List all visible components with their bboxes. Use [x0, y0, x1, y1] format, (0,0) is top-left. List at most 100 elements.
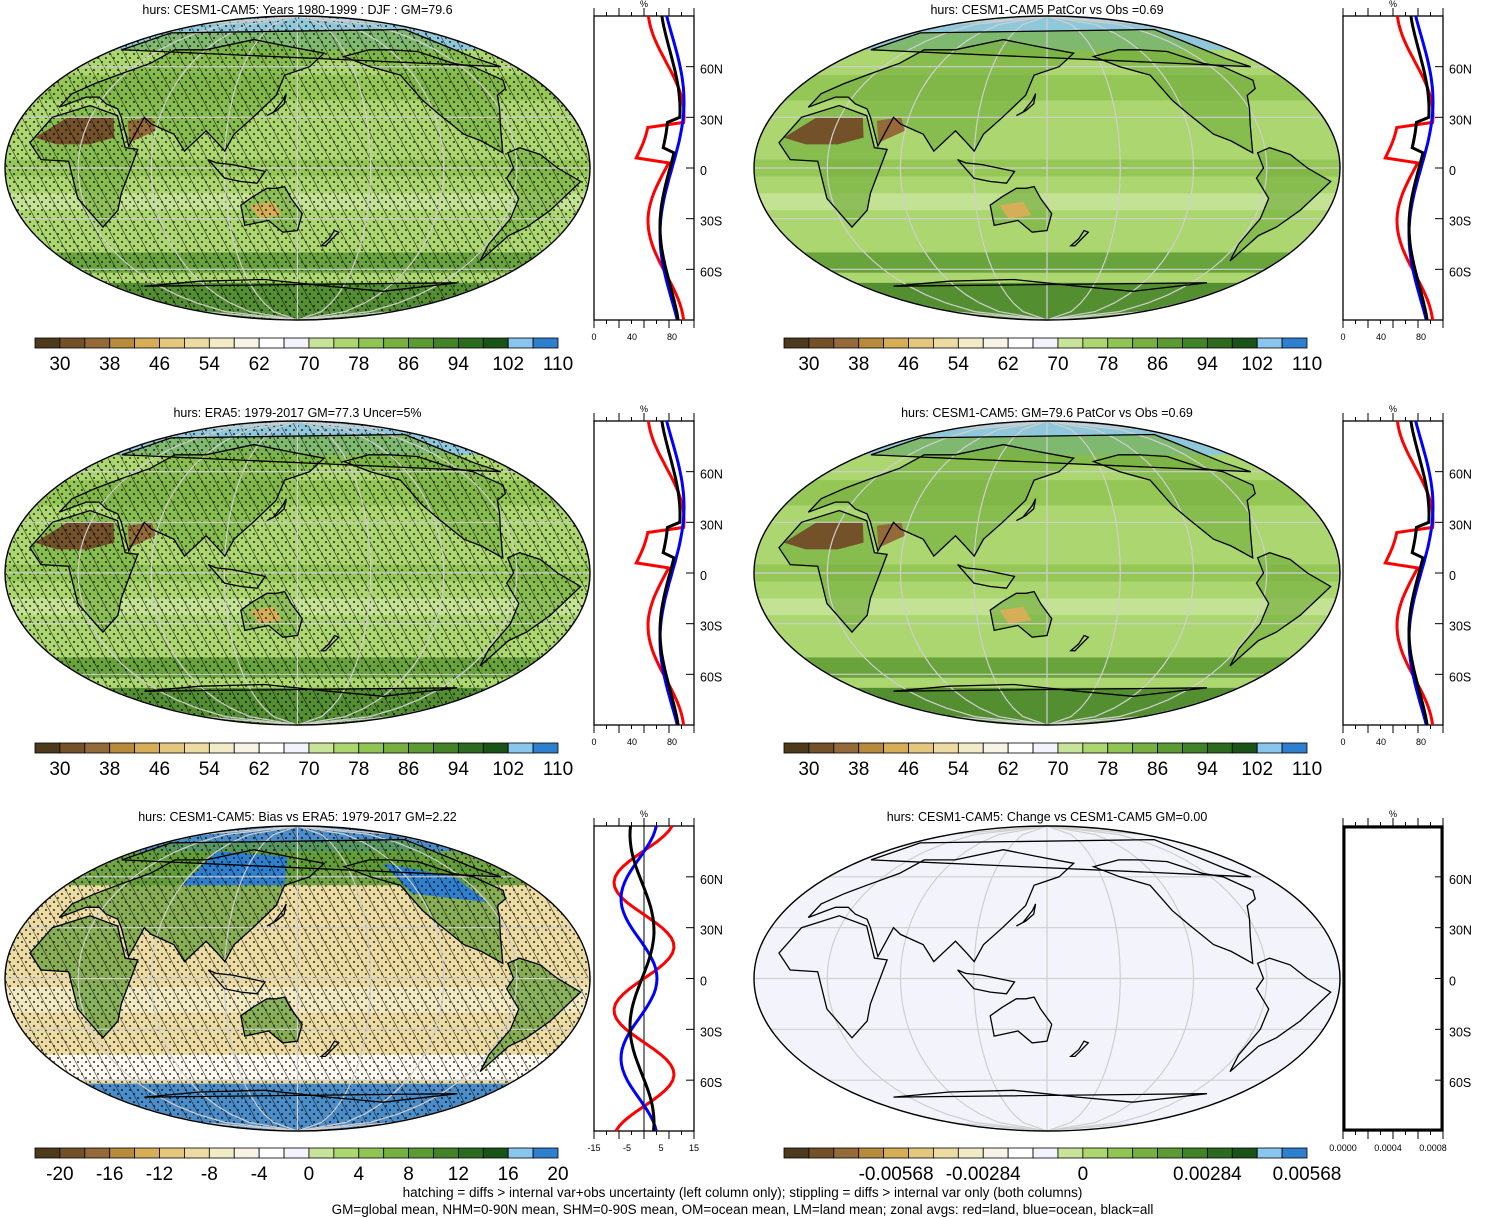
colorbar-label: 30	[49, 354, 70, 375]
coast-japan	[1016, 903, 1037, 927]
zonal-lat-label: 0	[1449, 569, 1456, 583]
coast-indonesia	[957, 158, 1016, 184]
colorbar-5: -0.00568 -0.00284 0 0.00284 0.00568	[783, 1147, 1341, 1185]
footer-line-1: hatching = diffs > internal var+obs unce…	[402, 1185, 1083, 1200]
zonal-all-curve	[658, 420, 682, 726]
zonal-panel-0: % 60N 30N 0 30S 60S 0 40 80	[591, 0, 722, 342]
colorbar-swatch	[883, 337, 909, 349]
map-panel-2	[4, 420, 591, 726]
colorbar-swatch	[233, 1147, 260, 1159]
colorbar-label: 78	[348, 354, 369, 375]
colorbar-swatch	[982, 742, 1009, 754]
meridian-line	[1046, 421, 1195, 725]
zonal-x-tick-label: 80	[667, 332, 677, 342]
map-panel-3	[753, 420, 1341, 726]
coastlines	[29, 28, 582, 292]
zonal-ocean-curve	[658, 420, 686, 726]
coast-greenland	[121, 28, 502, 68]
coast-eurasia	[58, 38, 326, 153]
colorbar-swatch	[1281, 337, 1308, 349]
zonal-lat-label: 30N	[1449, 113, 1472, 127]
panel-title-4: hurs: CESM1-CAM5: Bias vs ERA5: 1979-201…	[138, 810, 457, 824]
colorbar-swatch	[358, 1147, 385, 1159]
colorbar-label: 54	[199, 759, 221, 780]
colorbar-label: 102	[1241, 354, 1273, 375]
colorbar-swatch	[383, 337, 409, 349]
coast-greenland	[121, 838, 502, 878]
colorbar-swatch	[1057, 337, 1084, 349]
colorbar-swatch	[258, 742, 285, 754]
colorbar-swatch	[208, 1147, 235, 1159]
colorbar-swatch	[308, 742, 335, 754]
colorbar-swatch	[833, 337, 860, 349]
colorbar-swatch	[908, 742, 934, 754]
zonal-x-tick-label: -15	[587, 1143, 600, 1153]
colorbar-swatch	[1057, 742, 1084, 754]
colorbar-swatch	[858, 742, 885, 754]
colorbar-label: 62	[998, 759, 1019, 780]
zonal-lat-label: 60N	[1449, 468, 1472, 482]
colorbar-swatch	[933, 742, 959, 754]
coast-africa	[778, 915, 888, 1039]
zonal-x-tick-label: 5	[658, 1143, 663, 1153]
zonal-lat-label: 60N	[700, 63, 723, 77]
land-greenland	[871, 434, 1251, 472]
colorbar-label: 38	[99, 354, 120, 375]
colorbar-swatch	[933, 337, 959, 349]
coast-indonesia	[957, 969, 1016, 995]
colorbar-label: 70	[298, 759, 319, 780]
meridian-line	[297, 826, 445, 1131]
meridian-line	[1046, 826, 1268, 1131]
coastlines	[778, 433, 1332, 697]
colorbar-swatch	[982, 337, 1009, 349]
zonal-x-tick-label: 0.0000	[1329, 1143, 1357, 1153]
colorbar-swatch	[957, 742, 984, 754]
meridian-line	[297, 16, 372, 320]
map-border	[753, 825, 1341, 1132]
zonal-x-tick-label: 0	[1340, 332, 1345, 342]
meridian-line	[973, 16, 1048, 320]
colorbar-label: 38	[848, 354, 869, 375]
colorbar-swatch	[84, 1147, 111, 1159]
zonal-unit-label: %	[640, 404, 648, 414]
colorbar-swatch	[1007, 1147, 1034, 1159]
colorbar-swatch	[1132, 337, 1158, 349]
colorbar-label: -0.00568	[859, 1164, 934, 1185]
panel-title-5: hurs: CESM1-CAM5: Change vs CESM1-CAM5 G…	[887, 810, 1208, 824]
australia-dry	[999, 606, 1032, 624]
meridian-line	[826, 16, 1048, 320]
colorbar-swatch	[34, 337, 61, 349]
colorbar-label: 70	[298, 354, 319, 375]
colorbar-swatch	[982, 1147, 1009, 1159]
colorbar-swatch	[1082, 337, 1109, 349]
coast-japan	[1016, 498, 1037, 522]
meridian-line	[297, 421, 445, 725]
meridian-line	[223, 16, 298, 320]
colorbar-label: 0.00284	[1173, 1164, 1242, 1185]
zonal-ocean-curve	[1407, 420, 1435, 726]
coast-greenland	[870, 838, 1252, 878]
zonal-lat-label: 30N	[1449, 518, 1472, 532]
coast-samerica	[479, 957, 582, 1073]
land-eurasia	[808, 39, 1074, 152]
colorbar-swatch	[858, 337, 885, 349]
colorbar-labels: 30 38 46 54 62 70 78 86 94 102 110	[798, 759, 1322, 780]
colorbar-label: 86	[1147, 759, 1168, 780]
coastlines	[778, 28, 1332, 292]
colorbar-swatch	[1082, 1147, 1109, 1159]
zonal-ocean-curve	[658, 15, 686, 321]
colorbar-swatch	[1256, 337, 1283, 349]
zonal-lat-label: 30S	[1449, 1025, 1471, 1039]
zonal-x-tick-label: 0.0004	[1374, 1143, 1402, 1153]
meridian-line	[1046, 826, 1195, 1131]
colorbar-swatch	[283, 742, 310, 754]
coast-namerica	[1091, 454, 1256, 559]
coast-antarctica	[893, 683, 1207, 697]
meridian-line	[973, 826, 1048, 1131]
zonal-unit-label: %	[640, 0, 648, 9]
colorbar-label: 62	[249, 354, 270, 375]
colorbar-label: 102	[492, 759, 524, 780]
colorbar-label: 94	[448, 354, 470, 375]
coast-africa	[29, 915, 139, 1039]
